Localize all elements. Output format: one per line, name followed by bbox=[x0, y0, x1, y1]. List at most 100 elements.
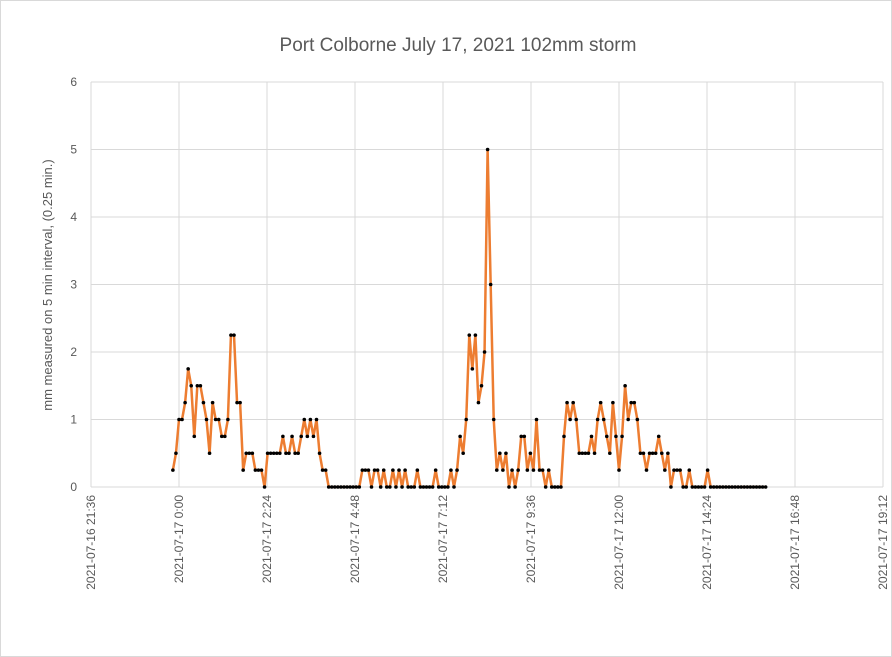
data-point bbox=[189, 383, 194, 388]
data-point bbox=[278, 451, 282, 456]
data-point bbox=[329, 485, 334, 489]
data-point bbox=[751, 485, 756, 489]
data-point bbox=[736, 485, 740, 489]
data-point bbox=[293, 451, 297, 456]
data-point bbox=[467, 333, 472, 337]
data-point bbox=[537, 468, 542, 472]
data-point bbox=[339, 485, 343, 489]
data-point bbox=[287, 451, 291, 456]
data-point bbox=[580, 451, 585, 456]
data-point bbox=[290, 434, 294, 439]
data-point bbox=[531, 468, 536, 472]
data-point bbox=[244, 451, 249, 456]
data-point bbox=[384, 485, 389, 489]
data-point bbox=[635, 417, 640, 422]
data-point bbox=[342, 485, 346, 489]
data-point bbox=[546, 468, 551, 472]
x-tick-label: 2021-07-17 16:48 bbox=[788, 495, 802, 590]
y-tick-label: 2 bbox=[70, 345, 77, 359]
data-point bbox=[397, 468, 401, 472]
data-point bbox=[421, 485, 426, 489]
data-point bbox=[180, 417, 184, 422]
data-point bbox=[626, 417, 630, 422]
data-point bbox=[348, 485, 352, 489]
data-point bbox=[458, 434, 462, 439]
data-point bbox=[656, 434, 661, 439]
data-point bbox=[171, 468, 175, 472]
data-point bbox=[256, 468, 261, 472]
data-point bbox=[727, 485, 731, 489]
data-point bbox=[638, 451, 643, 456]
data-point bbox=[311, 434, 316, 439]
data-point bbox=[577, 451, 582, 456]
data-point bbox=[235, 400, 239, 405]
data-point bbox=[586, 451, 591, 456]
data-point bbox=[568, 417, 572, 422]
data-point bbox=[412, 485, 417, 489]
data-point bbox=[305, 434, 310, 439]
data-point bbox=[296, 451, 300, 456]
data-point bbox=[632, 400, 637, 405]
data-point bbox=[528, 451, 533, 456]
data-point bbox=[623, 383, 627, 388]
data-point bbox=[699, 485, 704, 489]
data-point bbox=[388, 485, 392, 489]
chart-title: Port Colborne July 17, 2021 102mm storm bbox=[280, 35, 637, 56]
data-point bbox=[354, 485, 359, 489]
data-point bbox=[675, 468, 679, 472]
data-point bbox=[693, 485, 698, 489]
data-point bbox=[204, 417, 209, 422]
data-point bbox=[482, 350, 487, 354]
data-point bbox=[473, 333, 478, 337]
y-axis-label: mm measured on 5 min interval, (0.25 min… bbox=[40, 159, 55, 410]
data-point bbox=[299, 434, 304, 439]
data-point bbox=[644, 468, 649, 472]
data-point bbox=[461, 451, 465, 456]
data-point bbox=[207, 451, 212, 456]
data-point bbox=[754, 485, 759, 489]
data-point bbox=[659, 451, 664, 456]
y-tick-label: 1 bbox=[70, 413, 77, 427]
data-point bbox=[360, 468, 365, 472]
data-point bbox=[213, 417, 218, 422]
data-point bbox=[763, 485, 768, 489]
data-point bbox=[314, 417, 319, 422]
data-point bbox=[183, 400, 187, 405]
data-point bbox=[711, 485, 716, 489]
data-point bbox=[336, 485, 340, 489]
data-point bbox=[430, 485, 435, 489]
data-point bbox=[589, 434, 594, 439]
data-point bbox=[378, 485, 383, 489]
data-point bbox=[443, 485, 447, 489]
data-point bbox=[351, 485, 355, 489]
x-tick-label: 2021-07-16 21:36 bbox=[84, 495, 98, 590]
data-point bbox=[308, 417, 313, 422]
data-point bbox=[604, 434, 609, 439]
data-point bbox=[724, 485, 728, 489]
data-point bbox=[672, 468, 676, 472]
data-point bbox=[265, 451, 270, 456]
data-point bbox=[510, 468, 514, 472]
x-tick-label: 2021-07-17 9:36 bbox=[524, 495, 538, 583]
data-point bbox=[485, 147, 490, 152]
data-point bbox=[562, 434, 566, 439]
data-point bbox=[253, 468, 258, 472]
y-tick-label: 5 bbox=[70, 143, 77, 157]
data-point bbox=[259, 468, 264, 472]
data-point bbox=[519, 434, 524, 439]
x-tick-label: 2021-07-17 4:48 bbox=[348, 495, 362, 583]
x-tick-label: 2021-07-17 19:12 bbox=[876, 495, 890, 590]
data-point bbox=[748, 485, 753, 489]
y-tick-label: 6 bbox=[70, 75, 77, 89]
data-point bbox=[326, 485, 331, 489]
data-point bbox=[678, 468, 682, 472]
data-point bbox=[574, 417, 579, 422]
data-point bbox=[271, 451, 276, 456]
data-point bbox=[498, 451, 502, 456]
x-tick-label: 2021-07-17 7:12 bbox=[436, 495, 450, 583]
data-point bbox=[424, 485, 429, 489]
data-point bbox=[274, 451, 279, 456]
data-point bbox=[479, 383, 484, 388]
data-point bbox=[262, 485, 267, 489]
